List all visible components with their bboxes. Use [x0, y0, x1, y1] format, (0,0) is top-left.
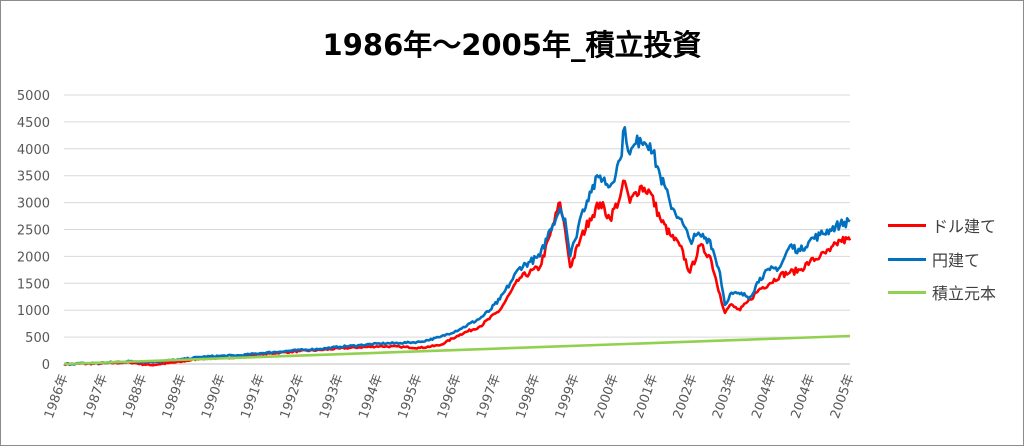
y-tick-label: 1000	[17, 304, 50, 319]
y-tick-label: 2500	[17, 224, 50, 239]
y-tick-label: 2000	[17, 250, 50, 265]
x-tick-label: 2004年	[749, 372, 779, 420]
y-tick-label: 3500	[17, 170, 50, 185]
x-tick-label: 2001年	[631, 372, 661, 420]
series-line-2	[63, 334, 851, 366]
x-tick-label: 1986年	[42, 372, 72, 420]
x-tick-label: 1994年	[356, 372, 386, 420]
y-tick-label: 500	[25, 331, 50, 346]
x-tick-label: 2003年	[710, 372, 740, 420]
legend-item-dollar: ドル建て	[888, 215, 997, 236]
legend-swatch	[888, 290, 926, 294]
x-tick-label: 2000年	[592, 372, 622, 420]
x-tick-label: 1990年	[199, 372, 229, 420]
x-tick-label: 2005年	[828, 372, 858, 420]
x-tick-label: 1988年	[120, 372, 150, 420]
x-tick-label: 1997年	[474, 372, 504, 420]
legend-label: 積立元本	[932, 284, 997, 303]
x-tick-label: 1991年	[238, 372, 268, 420]
legend-label: 円建て	[932, 251, 981, 270]
x-tick-label: 2004年	[789, 372, 819, 420]
x-tick-label: 1993年	[317, 372, 347, 420]
x-tick-label: 1999年	[553, 372, 583, 420]
y-tick-label: 0	[42, 358, 50, 373]
series-line-0	[63, 179, 852, 367]
legend-item-principal: 積立元本	[888, 282, 997, 303]
legend-swatch	[888, 257, 926, 261]
x-tick-label: 2002年	[671, 372, 701, 420]
x-tick-label: 1989年	[160, 372, 190, 420]
y-tick-label: 3000	[17, 197, 50, 212]
x-tick-label: 1987年	[81, 372, 111, 420]
legend-item-yen: 円建て	[888, 249, 981, 270]
x-tick-label: 1995年	[396, 372, 426, 420]
y-tick-label: 5000	[17, 89, 50, 104]
y-tick-label: 4500	[17, 116, 50, 131]
series-line-1	[64, 126, 851, 366]
y-tick-label: 1500	[17, 277, 50, 292]
y-tick-label: 4000	[17, 143, 50, 158]
legend-swatch	[888, 223, 926, 227]
x-tick-label: 1992年	[278, 372, 308, 420]
legend-label: ドル建て	[932, 217, 997, 236]
chart-title: 1986年～2005年_積立投資	[322, 28, 702, 62]
x-tick-label: 1998年	[513, 372, 543, 420]
x-tick-label: 1996年	[435, 372, 465, 420]
